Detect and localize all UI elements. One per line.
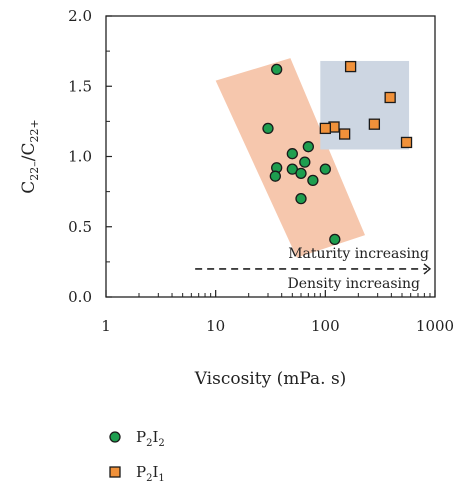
trend-arrow-head (423, 263, 432, 275)
legend-marker-1 (109, 466, 121, 478)
y-title-sep: /C (19, 142, 39, 161)
y-tick-label-2: 1.0 (68, 148, 92, 166)
x-tick-label-3: 1000 (416, 317, 454, 335)
highlight-regions (215, 58, 410, 258)
legend-marker-0 (109, 431, 121, 443)
y-tick-label-0: 0.0 (68, 288, 92, 306)
data-point-p2i1-0 (344, 60, 357, 73)
x-axis-ticks: 1 10 100 1000 (101, 290, 454, 335)
region-blue (320, 60, 410, 150)
y-tick-label-4: 2.0 (68, 7, 92, 25)
data-point-p2i1-6 (400, 136, 413, 149)
data-point-p2i2-12 (329, 233, 341, 246)
data-point-p2i2-2 (302, 141, 314, 153)
data-point-p2i2-11 (295, 192, 307, 205)
trend-arrow (195, 263, 432, 275)
data-point-p2i1-2 (368, 118, 381, 130)
y-title-sub1: 22– (28, 161, 41, 181)
data-points (262, 60, 413, 246)
legend-label-0: P2I2 (136, 428, 165, 449)
data-point-p2i2-0 (271, 63, 283, 76)
data-point-p2i2-9 (269, 170, 281, 182)
data-point-p2i2-7 (319, 163, 331, 175)
data-point-p2i2-10 (307, 174, 319, 187)
data-point-p2i2-8 (295, 167, 307, 180)
data-point-p2i1-1 (384, 91, 396, 104)
data-point-p2i2-4 (299, 156, 311, 168)
x-axis-title: Viscosity (mPa. s) (194, 369, 347, 389)
legend-label-1: P2I1 (136, 463, 165, 484)
y-tick-label-3: 1.5 (68, 77, 92, 95)
y-title-main: C (19, 181, 39, 194)
y-tick-label-1: 0.5 (68, 218, 92, 236)
annotation-maturity: Maturity increasing (288, 246, 429, 262)
data-point-p2i1-4 (319, 122, 331, 135)
data-point-p2i2-1 (262, 122, 274, 135)
data-point-p2i1-5 (338, 128, 351, 140)
y-axis-title: C22–/C22+ (19, 119, 41, 193)
y-axis-ticks: 0.0 0.5 1.0 1.5 2.0 (68, 7, 112, 306)
annotation-density: Density increasing (288, 276, 421, 292)
legend: P2I2 P2I1 (109, 428, 165, 484)
x-tick-label-1: 10 (206, 317, 225, 335)
data-point-p2i2-3 (286, 148, 298, 160)
x-tick-label-0: 1 (101, 317, 111, 335)
y-title-sub2: 22+ (28, 119, 41, 142)
x-tick-label-2: 100 (311, 317, 340, 335)
